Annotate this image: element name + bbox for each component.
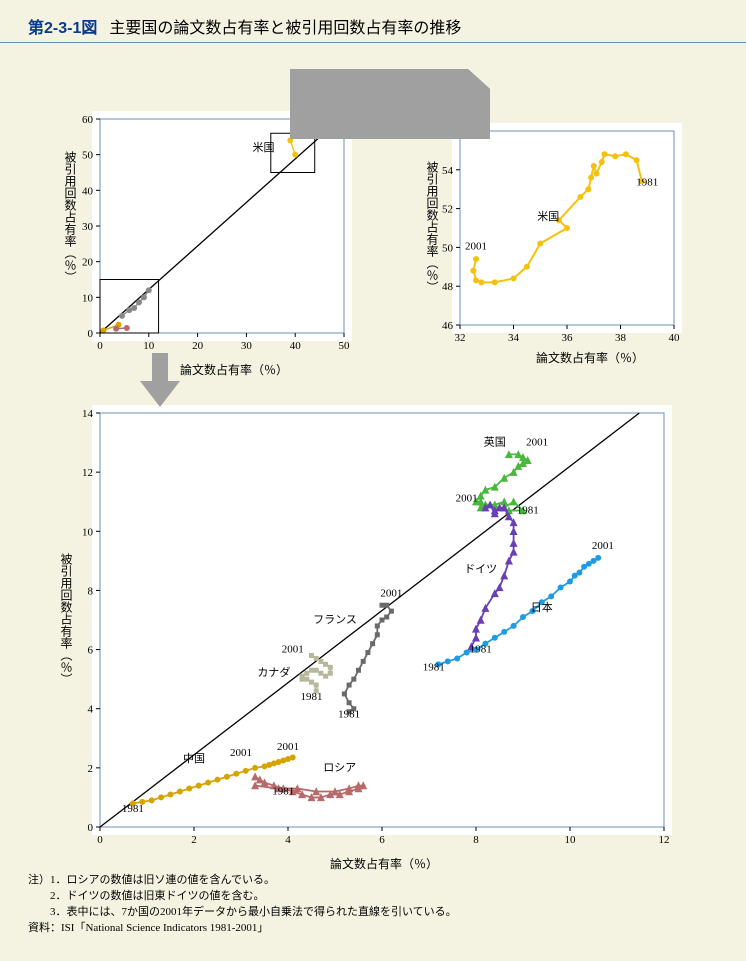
- panel-us: 3234363840464850525456米国19812001: [452, 123, 682, 333]
- svg-text:46: 46: [442, 320, 454, 332]
- svg-text:2001: 2001: [380, 587, 402, 599]
- footnote-1: 注）1．ロシアの数値は旧ソ連の値を含んでいる。: [28, 873, 718, 889]
- svg-text:英国: 英国: [484, 435, 506, 449]
- svg-text:1981: 1981: [338, 709, 360, 721]
- svg-text:2001: 2001: [465, 240, 487, 252]
- svg-text:8: 8: [473, 834, 479, 846]
- svg-text:50: 50: [442, 242, 454, 254]
- svg-text:40: 40: [290, 340, 302, 352]
- svg-text:60: 60: [82, 114, 94, 126]
- footnote-3: 3．表中には、7か国の2001年データから最小自乗法で得られた直線を引いている。: [28, 905, 718, 921]
- svg-text:0: 0: [88, 328, 94, 340]
- footnote-2: 2．ドイツの数値は旧東ドイツの値を含む。: [28, 889, 718, 905]
- svg-text:10: 10: [82, 526, 94, 538]
- svg-text:12: 12: [82, 467, 93, 479]
- panel-us-xlabel: 論文数占有率（％）: [536, 349, 644, 366]
- svg-text:12: 12: [659, 834, 670, 846]
- svg-text:1981: 1981: [122, 803, 144, 815]
- svg-text:2001: 2001: [230, 747, 252, 759]
- svg-text:米国: 米国: [252, 141, 274, 154]
- svg-text:2001: 2001: [456, 493, 478, 505]
- figure-title: 主要国の論文数占有率と被引用回数占有率の推移: [109, 14, 461, 38]
- svg-text:フランス: フランス: [313, 614, 357, 626]
- panel-main: 010203040500102030405060米国: [92, 111, 352, 341]
- figure-header: 第2-3-1図 主要国の論文数占有率と被引用回数占有率の推移: [0, 0, 746, 43]
- svg-text:ドイツ: ドイツ: [464, 564, 497, 576]
- svg-text:30: 30: [241, 340, 253, 352]
- svg-text:1981: 1981: [423, 661, 445, 673]
- footnote-source: 資料：ISI「National Science Indicators 1981-…: [28, 921, 718, 937]
- svg-text:米国: 米国: [537, 210, 559, 223]
- svg-text:1981: 1981: [272, 785, 294, 797]
- svg-text:1981: 1981: [517, 505, 539, 517]
- svg-text:4: 4: [88, 704, 94, 716]
- svg-text:2: 2: [88, 763, 94, 775]
- svg-text:20: 20: [192, 340, 204, 352]
- footnotes: 注）1．ロシアの数値は旧ソ連の値を含んでいる。 2．ドイツの数値は旧東ドイツの値…: [0, 873, 746, 937]
- panel-big: 02468101202468101214英国200119812001ドイツ200…: [92, 405, 672, 835]
- svg-text:2: 2: [191, 834, 197, 846]
- svg-text:0: 0: [88, 822, 94, 834]
- panel-main-ylabel: 被引用回数占有率（％）: [62, 151, 79, 283]
- svg-text:8: 8: [88, 585, 94, 597]
- svg-text:20: 20: [82, 257, 94, 269]
- svg-text:48: 48: [442, 281, 454, 293]
- panel-main-xlabel: 論文数占有率（％）: [180, 361, 288, 378]
- svg-text:2001: 2001: [282, 644, 304, 656]
- svg-text:0: 0: [97, 834, 103, 846]
- figure-number: 第2-3-1図: [28, 14, 97, 38]
- svg-text:中国: 中国: [183, 752, 205, 765]
- arrow-to-big-panel: [140, 353, 180, 407]
- svg-text:1981: 1981: [636, 176, 658, 188]
- svg-text:50: 50: [339, 340, 351, 352]
- svg-text:50: 50: [82, 150, 94, 162]
- svg-text:4: 4: [285, 834, 291, 846]
- svg-text:14: 14: [82, 408, 94, 420]
- svg-text:52: 52: [442, 204, 453, 216]
- svg-text:2001: 2001: [277, 741, 299, 753]
- svg-text:10: 10: [143, 340, 155, 352]
- svg-text:36: 36: [562, 332, 574, 344]
- svg-text:ロシア: ロシア: [323, 762, 356, 774]
- svg-text:10: 10: [82, 292, 94, 304]
- svg-text:カナダ: カナダ: [257, 665, 290, 679]
- svg-text:54: 54: [442, 165, 454, 177]
- svg-text:6: 6: [88, 645, 94, 657]
- arrow-to-us-panel: [290, 69, 490, 139]
- svg-text:10: 10: [565, 834, 577, 846]
- svg-text:38: 38: [615, 332, 627, 344]
- svg-text:40: 40: [669, 332, 681, 344]
- svg-text:6: 6: [379, 834, 385, 846]
- svg-text:32: 32: [455, 332, 466, 344]
- svg-text:1981: 1981: [470, 644, 492, 656]
- panel-big-ylabel: 被引用回数占有率（％）: [58, 553, 75, 685]
- svg-text:0: 0: [97, 340, 103, 352]
- svg-text:34: 34: [508, 332, 520, 344]
- svg-text:2001: 2001: [526, 437, 548, 449]
- svg-text:1981: 1981: [301, 691, 323, 703]
- panels-area: 010203040500102030405060米国 被引用回数占有率（％） 論…: [0, 43, 746, 873]
- svg-text:40: 40: [82, 185, 94, 197]
- svg-text:日本: 日本: [531, 600, 553, 614]
- svg-text:30: 30: [82, 221, 94, 233]
- svg-text:2001: 2001: [592, 540, 614, 552]
- panel-big-xlabel: 論文数占有率（％）: [330, 855, 438, 872]
- panel-us-ylabel: 被引用回数占有率（％）: [424, 161, 441, 293]
